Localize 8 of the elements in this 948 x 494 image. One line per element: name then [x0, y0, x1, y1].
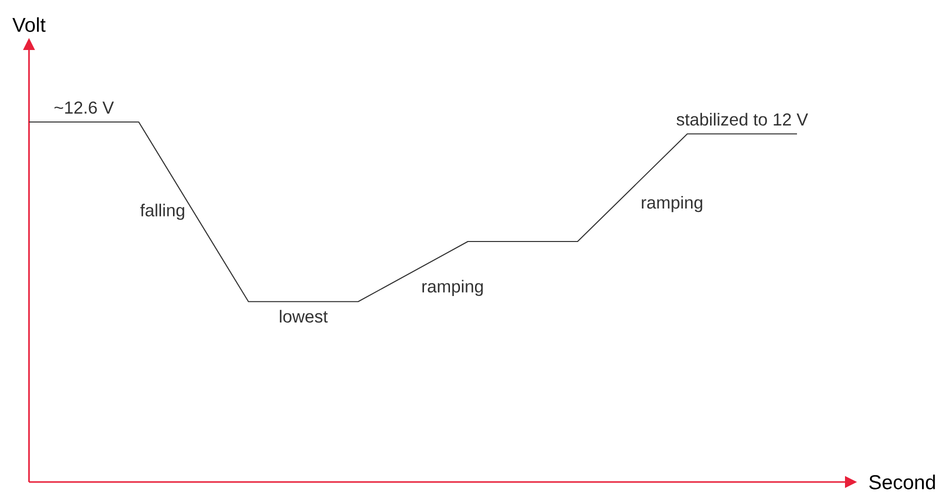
annotation: ramping: [422, 280, 483, 296]
annotation: stabilized to 12 V: [676, 112, 808, 126]
annotation: lowest: [280, 310, 328, 323]
x-axis-title: Second: [869, 474, 935, 490]
text: ~12.6 V: [54, 101, 114, 114]
annotation: ramping: [642, 196, 702, 212]
annotation: falling: [140, 204, 184, 220]
y-axis-title: Volt: [12, 17, 46, 32]
